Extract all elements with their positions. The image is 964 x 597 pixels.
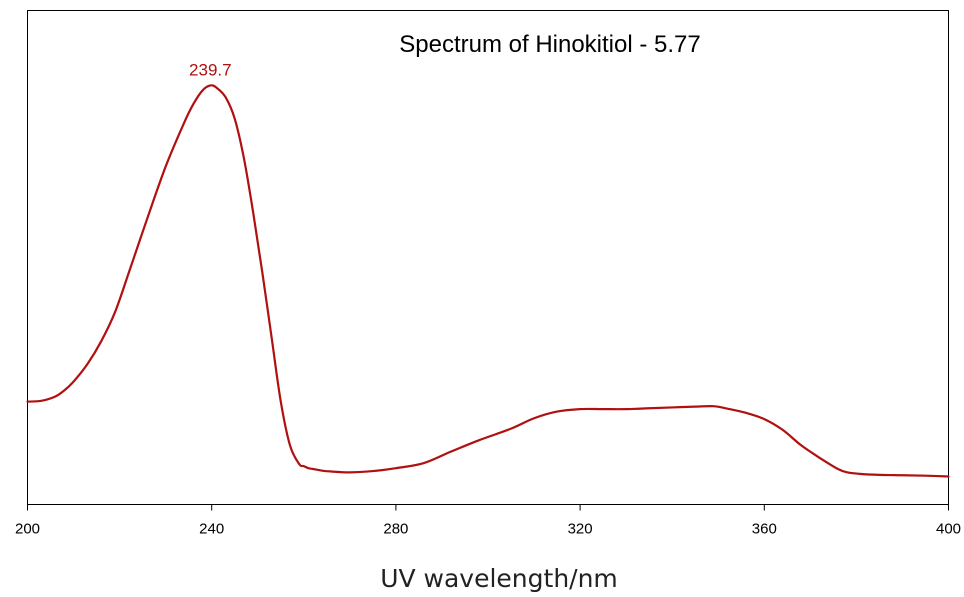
plot-frame (27, 10, 949, 505)
x-axis-ticks (27, 504, 949, 511)
x-axis-label: UV wavelength/nm (380, 564, 618, 593)
x-tick-label-1: 240 (199, 521, 224, 538)
chart-title: Spectrum of Hinokitiol - 5.77 (399, 31, 700, 58)
x-axis-tick-labels: 200 240 280 320 360 400 (15, 521, 961, 538)
peak-label: 239.7 (189, 60, 232, 79)
x-tick-label-3: 320 (568, 521, 593, 538)
x-tick-label-4: 360 (752, 521, 777, 538)
spectrum-line (26, 84, 950, 478)
x-tick-label-5: 400 (936, 521, 961, 538)
x-tick-label-2: 280 (383, 521, 408, 538)
x-tick-label-0: 200 (15, 521, 40, 538)
